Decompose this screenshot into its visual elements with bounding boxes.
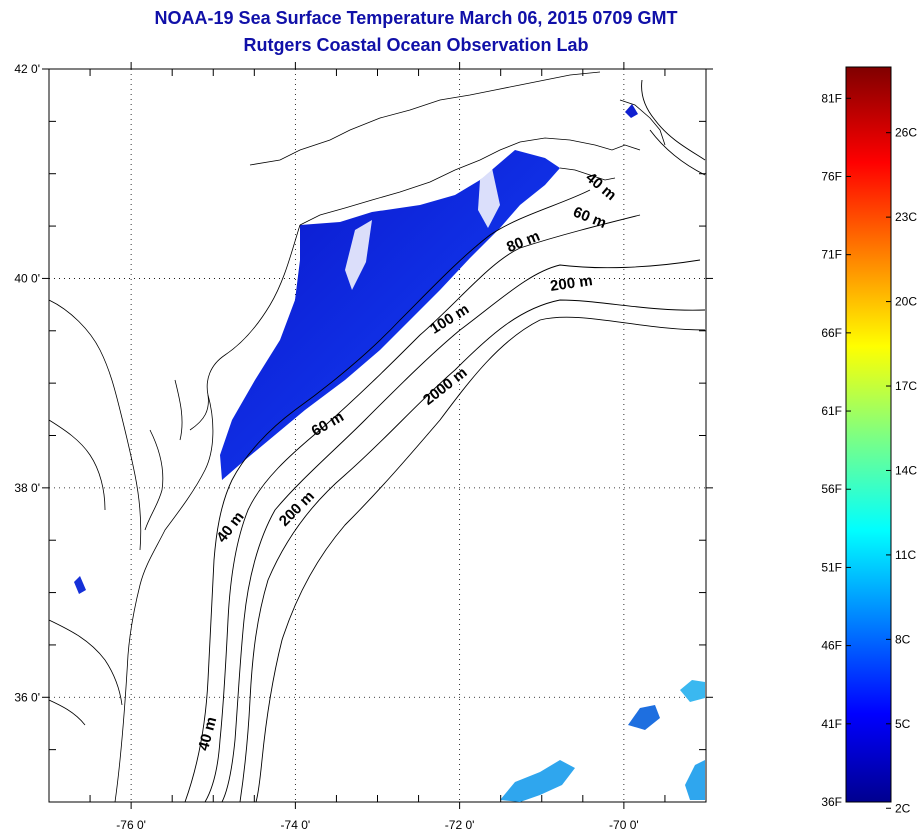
- lat-lon-grid: [49, 68, 706, 802]
- colorbar-fahrenheit-label: 66F: [821, 326, 842, 340]
- colorbar-celsius-label: 26C: [895, 126, 917, 140]
- sst-swath-gap: [478, 168, 500, 228]
- sst-patch-offshore: [685, 760, 705, 800]
- colorbar: [845, 66, 892, 803]
- lon-tick-label: -74 0': [281, 818, 311, 832]
- sst-patch-offshore: [500, 760, 575, 802]
- colorbar-celsius-label: 8C: [895, 632, 911, 646]
- colorbar-fahrenheit-label: 41F: [821, 717, 842, 731]
- lon-tick-label: -70 0': [609, 818, 639, 832]
- map-title: NOAA-19 Sea Surface Temperature March 06…: [154, 8, 678, 28]
- isobath-label: 200 m: [549, 272, 593, 295]
- colorbar-ticks: 81F 76F 71F 66F 61F 56F 51F 46F 41F 36F 26C 23C 20C 1…: [821, 91, 917, 815]
- sst-patch-bay: [74, 576, 86, 594]
- colorbar-fahrenheit-label: 51F: [821, 560, 842, 574]
- map-frame: [48, 68, 707, 803]
- colorbar-fahrenheit-label: 81F: [821, 91, 842, 105]
- isobaths: [184, 79, 706, 802]
- coastline: [49, 71, 666, 802]
- colorbar-celsius-label: 2C: [895, 801, 911, 815]
- lat-tick-label: 42 0': [14, 62, 40, 76]
- colorbar-fahrenheit-label: 46F: [821, 639, 842, 653]
- sst-patch-offshore: [680, 680, 705, 702]
- lon-tick-label: -72 0': [445, 818, 475, 832]
- lat-tick-label: 36 0': [14, 690, 40, 704]
- sst-swath-main: [220, 150, 560, 480]
- map-subtitle: Rutgers Coastal Ocean Observation Lab: [243, 35, 589, 55]
- colorbar-celsius-label: 5C: [895, 717, 911, 731]
- lat-tick-label: 40 0': [14, 271, 40, 285]
- sst-swath-gap: [345, 220, 372, 290]
- colorbar-celsius-label: 11C: [895, 548, 916, 562]
- colorbar-fahrenheit-label: 61F: [821, 404, 842, 418]
- sst-patch-offshore: [628, 705, 660, 730]
- colorbar-fahrenheit-label: 56F: [821, 482, 842, 496]
- colorbar-celsius-label: 14C: [895, 463, 917, 477]
- colorbar-celsius-label: 23C: [895, 210, 917, 224]
- colorbar-fahrenheit-label: 71F: [821, 248, 842, 262]
- map-content: [49, 71, 706, 802]
- sst-patch-sound: [625, 104, 638, 118]
- colorbar-fahrenheit-label: 76F: [821, 169, 842, 183]
- colorbar-celsius-label: 20C: [895, 295, 917, 309]
- colorbar-fahrenheit-label: 36F: [821, 795, 842, 809]
- lat-tick-label: 38 0': [14, 481, 40, 495]
- colorbar-celsius-label: 17C: [895, 379, 917, 393]
- lon-tick-label: -76 0': [116, 818, 146, 832]
